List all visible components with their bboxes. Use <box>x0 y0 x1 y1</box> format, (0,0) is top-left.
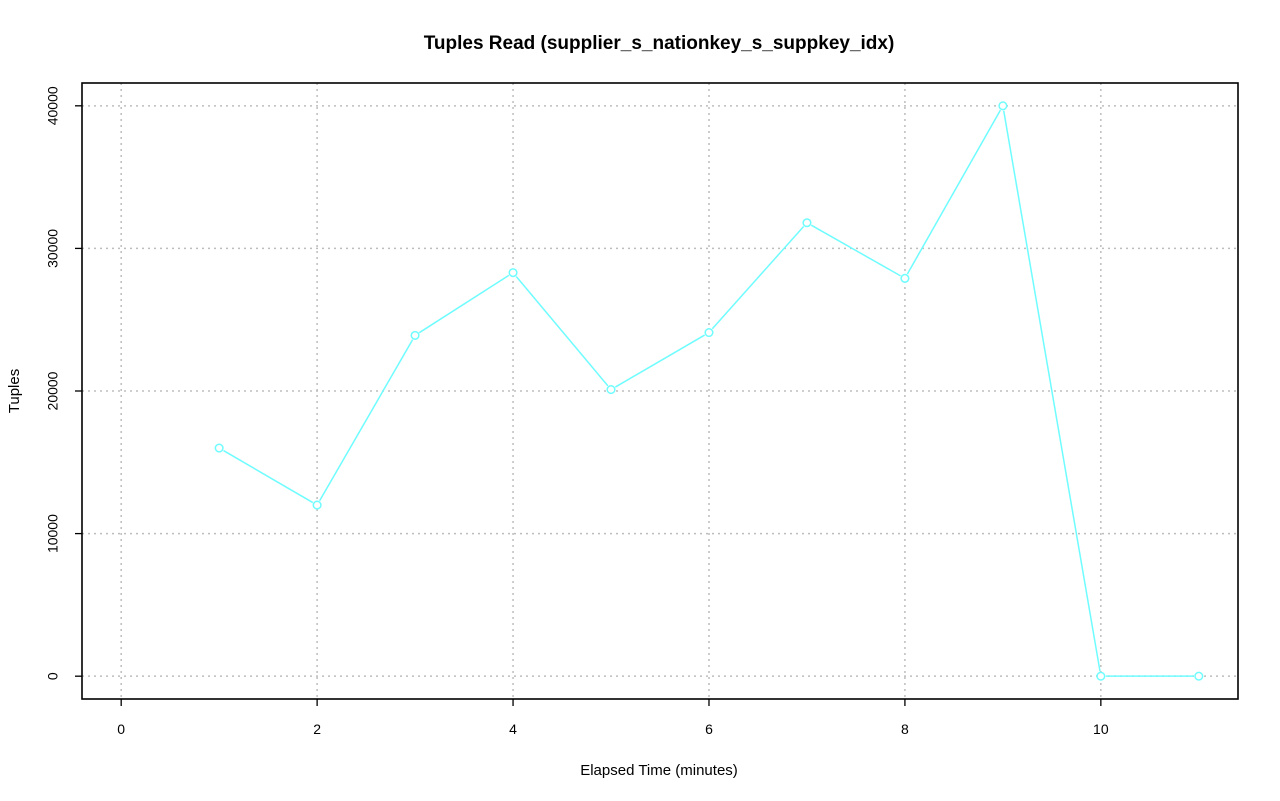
x-axis-label: Elapsed Time (minutes) <box>580 762 738 779</box>
x-tick-label: 10 <box>1093 721 1109 737</box>
series-line-segment <box>318 339 414 502</box>
chart-title: Tuples Read (supplier_s_nationkey_s_supp… <box>424 33 895 54</box>
y-tick-label: 10000 <box>45 514 61 553</box>
data-point <box>508 268 518 278</box>
x-tick-label: 8 <box>901 721 909 737</box>
data-point <box>802 218 812 228</box>
y-tick-label: 0 <box>45 672 61 680</box>
series-line-segment <box>418 274 510 334</box>
y-tick-label: 40000 <box>45 86 61 125</box>
data-point <box>998 101 1008 111</box>
x-tick-label: 4 <box>509 721 517 737</box>
data-point <box>410 330 420 340</box>
data-point <box>606 385 616 395</box>
series-line-segment <box>711 225 805 330</box>
data-point <box>214 443 224 453</box>
series-line-segment <box>810 224 901 277</box>
x-tick-label: 0 <box>117 721 125 737</box>
data-point <box>900 273 910 283</box>
data-point <box>704 327 714 338</box>
x-tick-label: 6 <box>705 721 713 737</box>
y-tick-label: 30000 <box>45 229 61 268</box>
x-tick-label: 2 <box>313 721 321 737</box>
data-point <box>1194 671 1204 681</box>
series-line-segment <box>515 275 609 387</box>
series-line-segment <box>906 109 1002 275</box>
grid-layer <box>82 83 1238 699</box>
y-tick-label: 20000 <box>45 371 61 410</box>
series-line-segment <box>223 449 314 504</box>
y-axis-label: Tuples <box>6 369 23 413</box>
series-line-segment <box>1002 110 1101 672</box>
series-line-segment <box>614 334 706 388</box>
data-point <box>312 500 322 510</box>
ticks-layer: 0 2 4 6 8 10 0 10000 20000 30000 40000 <box>45 86 1109 737</box>
series-layer <box>214 101 1204 681</box>
data-point <box>1096 671 1106 681</box>
